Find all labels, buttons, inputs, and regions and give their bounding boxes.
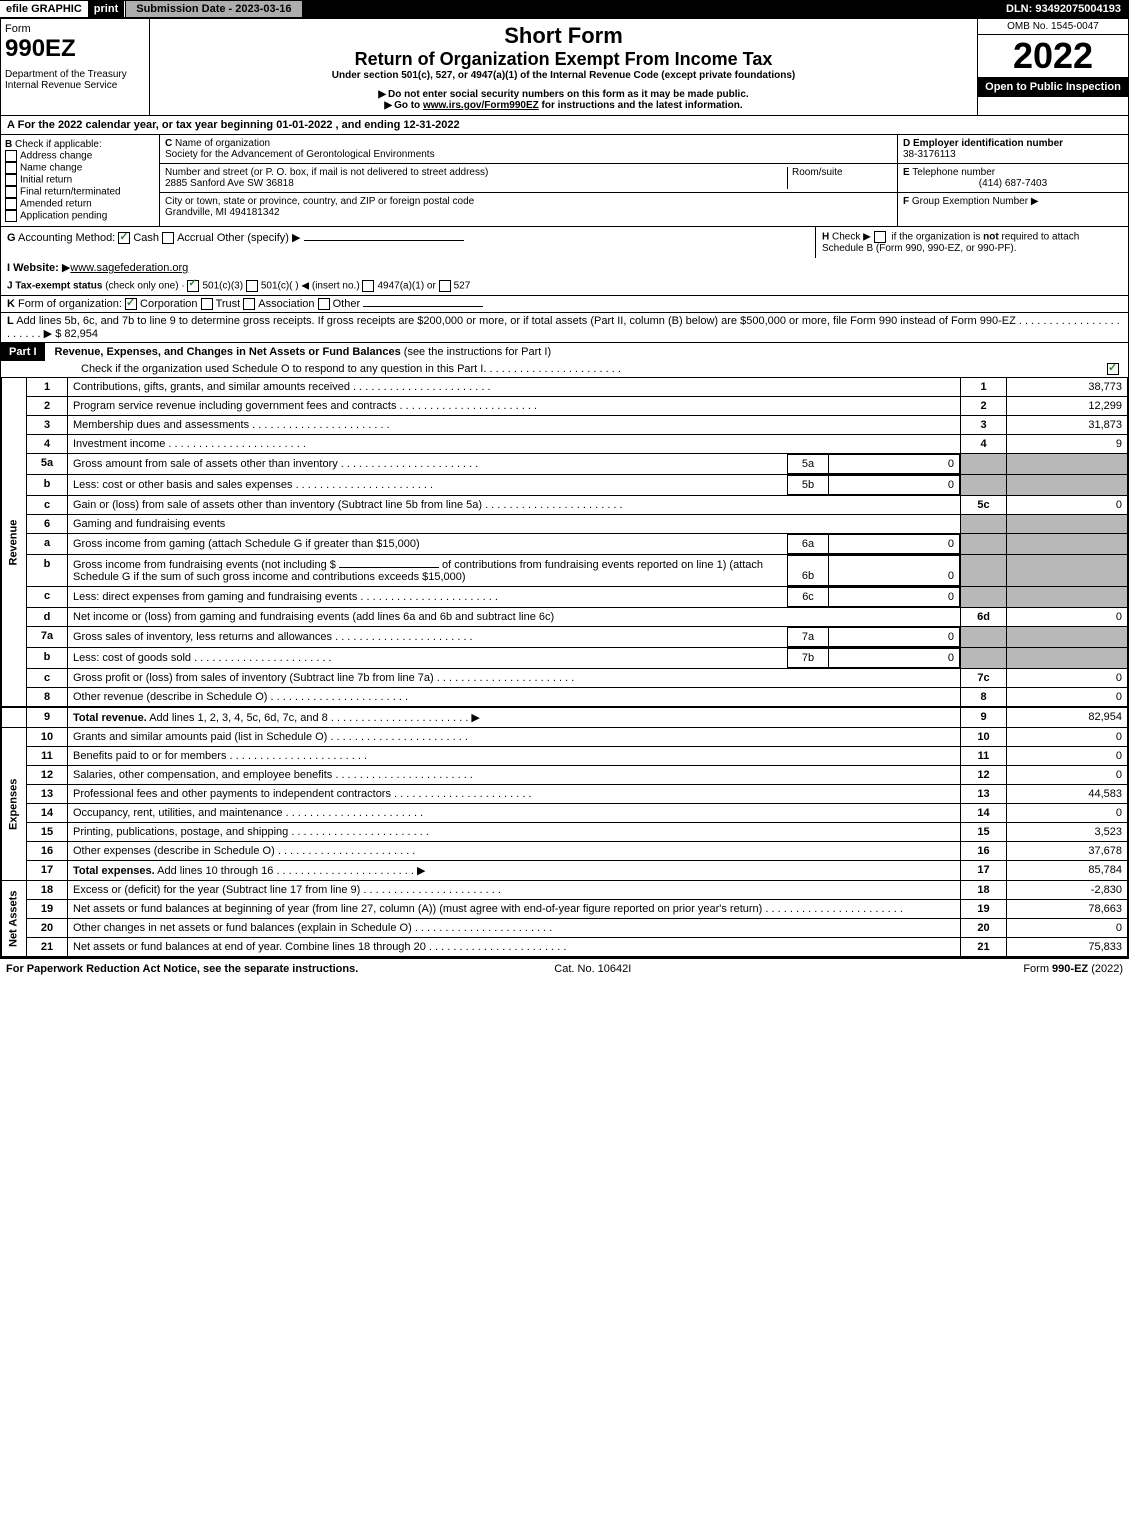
main-title: Return of Organization Exempt From Incom… [154,49,973,70]
netassets-label: Net Assets [2,881,27,957]
line-13-amt: 44,583 [1007,785,1128,804]
checkbox-schedule-b[interactable] [874,231,886,243]
city-state-zip: Grandville, MI 494181342 [165,207,280,218]
irs-link[interactable]: www.irs.gov/Form990EZ [423,100,539,111]
footer-left: For Paperwork Reduction Act Notice, see … [6,963,358,975]
print-link[interactable]: print [88,1,125,17]
line-12-amt: 0 [1007,766,1128,785]
section-b: B Check if applicable: Address change Na… [1,135,160,226]
part-1-table: Revenue 1Contributions, gifts, grants, a… [1,377,1128,957]
line-j: J Tax-exempt status (check only one) · 5… [1,277,1128,295]
telephone: (414) 687-7403 [903,178,1123,189]
line-18-amt: -2,830 [1007,881,1128,900]
checkbox-association[interactable] [243,298,255,310]
line-i: I Website: ▶www.sagefederation.org [1,258,1128,277]
note-1: Do not enter social security numbers on … [154,89,973,100]
checkbox-accrual[interactable] [162,232,174,244]
dept-label: Department of the Treasury [5,69,145,80]
gross-receipts: $ 82,954 [55,328,98,340]
dln-label: DLN: 93492075004193 [998,1,1129,17]
line-7c-amt: 0 [1007,669,1128,688]
page-footer: For Paperwork Reduction Act Notice, see … [0,958,1129,979]
line-4-amt: 9 [1007,435,1128,454]
revenue-label: Revenue [2,378,27,708]
website-link[interactable]: www.sagefederation.org [70,262,188,274]
line-3-amt: 31,873 [1007,416,1128,435]
checkbox-501c[interactable] [246,280,258,292]
checkbox-final-return[interactable] [5,186,17,198]
part-1-header: Part I Revenue, Expenses, and Changes in… [1,342,1128,361]
checkbox-trust[interactable] [201,298,213,310]
subtitle-1: Under section 501(c), 527, or 4947(a)(1)… [154,70,973,81]
line-8-amt: 0 [1007,688,1128,708]
note-2: Go to www.irs.gov/Form990EZ for instruct… [154,100,973,111]
short-form-title: Short Form [154,23,973,49]
footer-right: Form 990-EZ (2022) [1023,963,1123,975]
part-1-check-row: Check if the organization used Schedule … [1,361,1128,377]
line-10-amt: 0 [1007,728,1128,747]
checkbox-corporation[interactable] [125,298,137,310]
section-d: D Employer identification number 38-3176… [897,135,1128,226]
checkbox-name-change[interactable] [5,162,17,174]
part-1-label: Part I [1,343,45,361]
line-21-amt: 75,833 [1007,938,1128,957]
form-number: 990EZ [5,35,145,63]
line-14-amt: 0 [1007,804,1128,823]
checkbox-address-change[interactable] [5,150,17,162]
line-11-amt: 0 [1007,747,1128,766]
expenses-label: Expenses [2,728,27,881]
line-17-amt: 85,784 [1007,861,1128,881]
street-address: 2885 Sanford Ave SW 36818 [165,178,294,189]
omb-number: OMB No. 1545-0047 [978,19,1128,35]
checkbox-initial-return[interactable] [5,174,17,186]
room-suite: Room/suite [787,167,892,189]
form-label: Form [5,23,145,35]
checkbox-application-pending[interactable] [5,210,17,222]
line-5c-amt: 0 [1007,496,1128,515]
efile-label: efile GRAPHIC [0,1,88,17]
line-l: L Add lines 5b, 6c, and 7b to line 9 to … [1,312,1128,342]
ein-value: 38-3176113 [903,149,956,160]
line-a: A For the 2022 calendar year, or tax yea… [1,116,1128,135]
line-1-amt: 38,773 [1007,378,1128,397]
open-inspection: Open to Public Inspection [978,77,1128,97]
line-2-amt: 12,299 [1007,397,1128,416]
section-c: C Name of organization Society for the A… [160,135,897,226]
line-6d-amt: 0 [1007,608,1128,627]
line-g: G Accounting Method: Cash Accrual Other … [1,227,815,258]
top-bar: efile GRAPHIC print Submission Date - 20… [0,0,1129,18]
footer-center: Cat. No. 10642I [554,963,631,975]
line-20-amt: 0 [1007,919,1128,938]
checkbox-4947[interactable] [362,280,374,292]
checkbox-527[interactable] [439,280,451,292]
line-15-amt: 3,523 [1007,823,1128,842]
line-19-amt: 78,663 [1007,900,1128,919]
tax-year: 2022 [978,35,1128,77]
checkbox-cash[interactable] [118,232,130,244]
org-name: Society for the Advancement of Gerontolo… [165,149,435,160]
checkbox-amended-return[interactable] [5,198,17,210]
info-grid: B Check if applicable: Address change Na… [1,135,1128,226]
line-9-amt: 82,954 [1007,707,1128,728]
line-16-amt: 37,678 [1007,842,1128,861]
irs-label: Internal Revenue Service [5,80,145,91]
submission-date: Submission Date - 2023-03-16 [125,0,302,18]
checkbox-501c3[interactable] [187,280,199,292]
line-k: K Form of organization: Corporation Trus… [1,295,1128,312]
form-header: Form 990EZ Department of the Treasury In… [0,18,1129,116]
checkbox-other-org[interactable] [318,298,330,310]
checkbox-schedule-o-part1[interactable] [1107,363,1119,375]
line-h: H Check ▶ if the organization is not req… [815,227,1128,258]
